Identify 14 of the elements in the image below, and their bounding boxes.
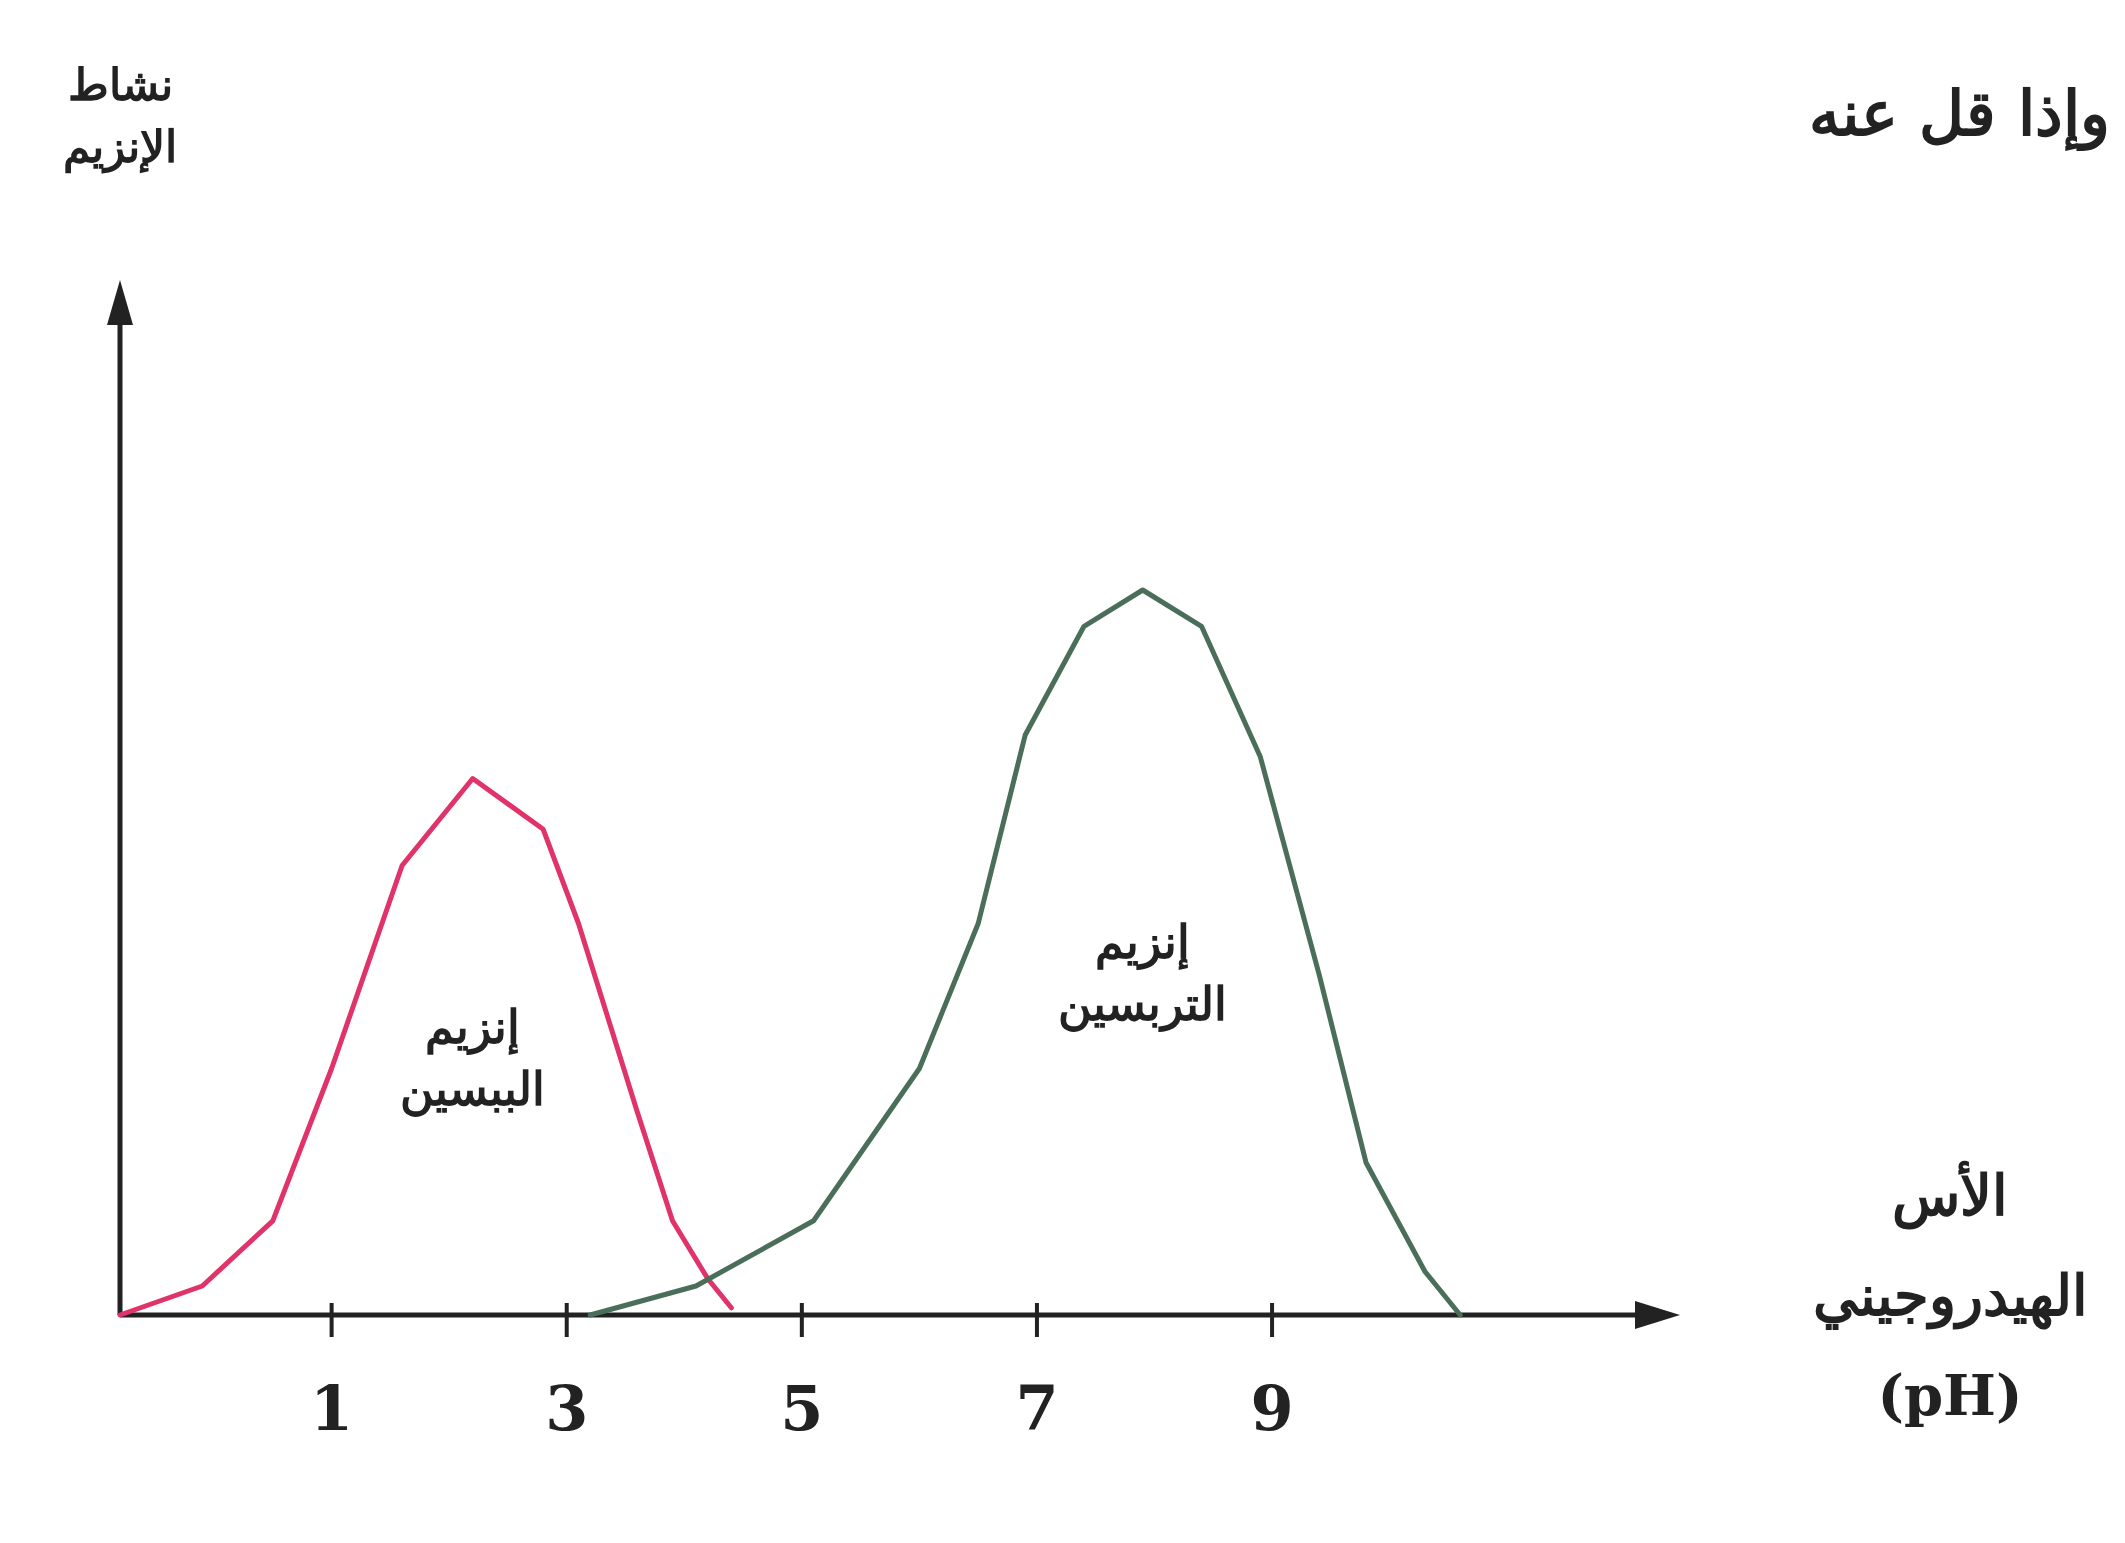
x-tick-label: 5 bbox=[780, 1372, 824, 1445]
x-tick-label: 1 bbox=[310, 1372, 354, 1445]
x-tick-label: 9 bbox=[1250, 1372, 1294, 1445]
text: وإذا قل عنه bbox=[1808, 77, 2110, 152]
series-label: إنزيم التربسين bbox=[1058, 914, 1228, 1032]
x-tick-label: 3 bbox=[545, 1372, 589, 1445]
x-tick: 5 bbox=[780, 1303, 824, 1445]
series-label: إنزيم الببسين bbox=[400, 999, 546, 1117]
x-tick: 3 bbox=[545, 1303, 589, 1445]
x-tick: 1 bbox=[310, 1303, 354, 1445]
x-tick: 9 bbox=[1250, 1303, 1294, 1445]
text: نشاط الإنزيم bbox=[63, 59, 177, 174]
x-tick: 7 bbox=[1015, 1303, 1059, 1445]
x-tick-label: 7 bbox=[1015, 1372, 1059, 1445]
